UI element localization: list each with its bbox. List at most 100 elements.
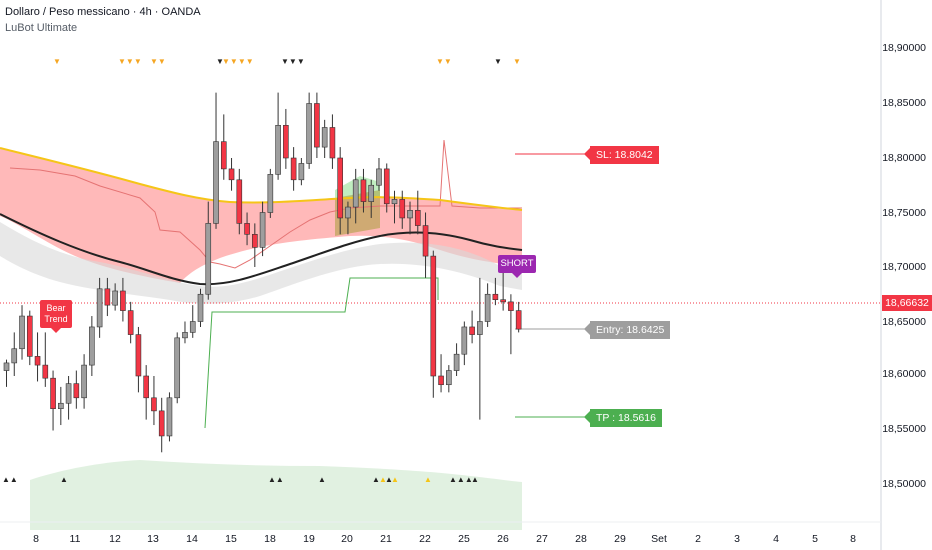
time-tick: 14 xyxy=(186,533,198,545)
svg-text:▼▼▼: ▼▼▼ xyxy=(118,57,142,66)
svg-text:▼: ▼ xyxy=(513,57,521,66)
price-tick: 18,55000 xyxy=(882,423,926,435)
bear-candle xyxy=(34,356,41,366)
bear-candle xyxy=(143,375,149,399)
time-tick: 22 xyxy=(419,533,431,545)
bull-candle xyxy=(298,163,305,181)
grey-shade xyxy=(0,222,522,304)
bear-candle xyxy=(120,290,126,311)
yellow-line xyxy=(0,147,523,211)
bear-candle xyxy=(290,157,297,181)
svg-text:▲▲: ▲▲ xyxy=(2,475,18,484)
svg-text:▲: ▲ xyxy=(471,475,479,484)
time-tick: 4 xyxy=(773,533,779,545)
bear-candle xyxy=(492,293,499,300)
bull-candle xyxy=(275,125,281,175)
entry-label[interactable]: Entry: 18.6425 xyxy=(590,321,671,339)
bear-candle xyxy=(135,334,142,377)
short-signal-label: SHORT xyxy=(498,255,536,278)
svg-text:▲: ▲ xyxy=(60,475,68,484)
bull-candle xyxy=(407,210,413,219)
price-tick: 18,60000 xyxy=(882,368,926,380)
bull-candle xyxy=(58,402,64,409)
signal-markers-top: ▼ ▼▼▼ ▼▼ ▼ ▼▼▼▼ ▼▼▼ ▼▼ ▼ ▼ xyxy=(53,57,521,66)
svg-text:▲: ▲ xyxy=(318,475,326,484)
price-tick: 18,85000 xyxy=(882,97,926,109)
bear-candle xyxy=(414,210,421,226)
bear-candle xyxy=(508,301,514,311)
bear-candle xyxy=(360,179,367,202)
bear-candle xyxy=(127,310,134,335)
time-tick: 27 xyxy=(536,533,548,545)
time-tick: 3 xyxy=(734,533,740,545)
bear-candle xyxy=(42,364,49,379)
time-tick: 29 xyxy=(614,533,626,545)
svg-text:▼▼: ▼▼ xyxy=(150,57,166,66)
bull-candle xyxy=(197,293,204,322)
bear-candle xyxy=(236,179,243,224)
bear-candle xyxy=(104,288,111,306)
red-trail-line xyxy=(9,139,522,269)
price-tick: 18,70000 xyxy=(882,261,926,273)
time-tick: 19 xyxy=(303,533,315,545)
bear-candle xyxy=(383,168,390,205)
time-tick: 8 xyxy=(850,533,856,545)
bull-candle xyxy=(484,293,491,322)
bear-candle xyxy=(73,383,80,399)
candles-group xyxy=(3,92,522,453)
price-tick: 18,80000 xyxy=(882,152,926,164)
bear-candle xyxy=(337,157,343,219)
volume-area xyxy=(30,460,522,530)
price-tick: 18,50000 xyxy=(882,478,926,490)
bear-candle xyxy=(26,315,33,357)
bull-candle xyxy=(259,212,266,248)
time-tick: 8 xyxy=(33,533,39,545)
bull-candle xyxy=(321,127,328,148)
svg-text:▲: ▲ xyxy=(379,475,387,484)
stop-loss-label[interactable]: SL: 18.8042 xyxy=(590,146,659,164)
bull-candle xyxy=(96,288,103,328)
bull-candle xyxy=(174,337,181,399)
bull-candle xyxy=(306,103,312,164)
time-tick: 15 xyxy=(225,533,237,545)
bull-candle xyxy=(112,290,118,306)
bull-candle xyxy=(368,184,375,202)
svg-text:▼▼▼: ▼▼▼ xyxy=(281,57,305,66)
bear-candle xyxy=(220,141,227,170)
bear-candle xyxy=(228,168,235,181)
bull-candle xyxy=(477,321,483,335)
time-tick: 11 xyxy=(69,533,81,545)
signal-markers-bottom: ▲▲ ▲ ▲▲ ▲ ▲ ▲ ▲ ▲ ▲ ▲▲▲ ▲ xyxy=(2,475,479,484)
time-tick: 13 xyxy=(147,533,159,545)
svg-text:▲▲: ▲▲ xyxy=(268,475,284,484)
svg-text:▼: ▼ xyxy=(216,57,224,66)
time-tick: 12 xyxy=(109,533,121,545)
price-tick: 18,75000 xyxy=(882,207,926,219)
indicator-label[interactable]: LuBot Ultimate xyxy=(5,22,78,34)
bear-candle xyxy=(515,310,522,330)
svg-text:▼: ▼ xyxy=(53,57,61,66)
bull-candle xyxy=(81,364,87,399)
bull-candle xyxy=(166,397,173,437)
bull-candle xyxy=(3,362,10,371)
bear-candle xyxy=(244,223,250,235)
bull-candle xyxy=(453,353,460,371)
bull-candle xyxy=(376,168,382,186)
bear-candle xyxy=(158,410,165,437)
svg-text:▲: ▲ xyxy=(391,475,399,484)
bull-candle xyxy=(205,223,212,295)
svg-text:▲: ▲ xyxy=(385,475,393,484)
price-tick: 18,65000 xyxy=(882,316,926,328)
svg-text:▼▼▼▼: ▼▼▼▼ xyxy=(222,57,254,66)
bull-candle xyxy=(182,332,188,339)
bull-candle xyxy=(267,174,274,213)
bull-candle xyxy=(89,326,95,366)
take-profit-label[interactable]: TP : 18.5616 xyxy=(590,409,662,427)
time-tick: 28 xyxy=(575,533,587,545)
bull-candle xyxy=(391,199,398,205)
bull-candle xyxy=(65,383,72,404)
bear-candle xyxy=(399,199,406,219)
bear-candle xyxy=(151,397,157,412)
bull-candle xyxy=(189,321,196,333)
